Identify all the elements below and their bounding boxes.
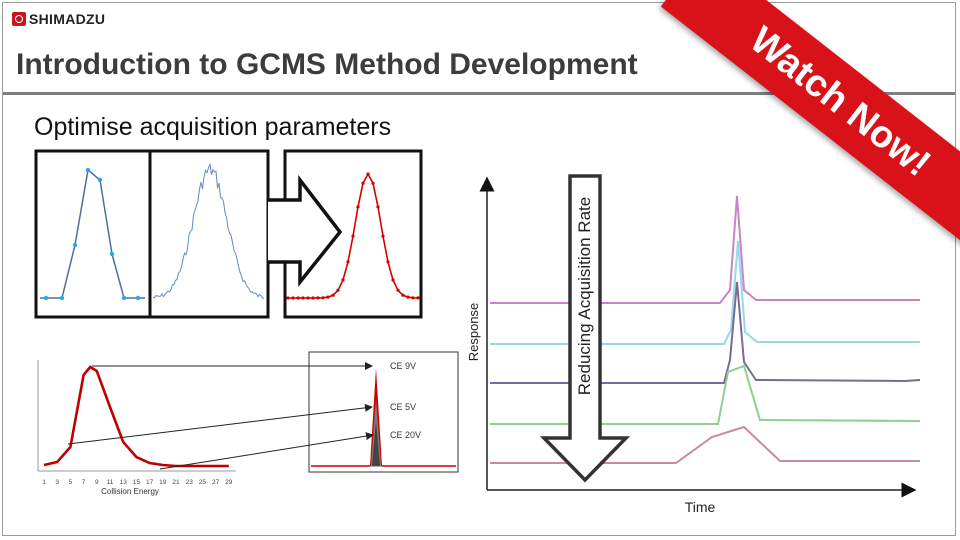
trace-rate-3 [490, 281, 921, 384]
optimal-rate-point [346, 260, 350, 264]
page-title: Introduction to GCMS Method Development [16, 48, 638, 81]
ce-tick-label: 23 [186, 479, 194, 486]
trace-rate-2 [490, 240, 920, 345]
response-label: Response [466, 303, 481, 362]
ce-tick-label: 15 [133, 479, 141, 486]
shimadzu-logo: SHIMADZU [12, 11, 105, 27]
optimal-rate-point [416, 296, 420, 300]
ce-label-20v: CE 20V [390, 430, 421, 440]
optimal-rate-point [396, 288, 400, 292]
optimal-rate-point [381, 234, 385, 238]
trace-rate-1 [490, 195, 920, 304]
optimal-rate-point [411, 296, 415, 300]
optimal-rate-point [286, 296, 290, 300]
optimal-rate-point [291, 296, 295, 300]
ce-tick-label: 17 [146, 479, 154, 486]
acquisition-panels [34, 149, 423, 319]
section-subtitle: Optimise acquisition parameters [34, 113, 392, 141]
optimal-rate-point [351, 234, 355, 238]
low-rate-points [43, 167, 141, 301]
title-divider [3, 92, 955, 95]
trace-rate-5 [490, 425, 920, 464]
time-label: Time [685, 499, 716, 515]
ce-tick-label: 5 [69, 479, 73, 486]
acquisition-rate-chart: Response Time Reducing Acquisition Rate [466, 174, 921, 515]
arrow-to-20v [159, 432, 374, 470]
optimal-rate-point [326, 295, 330, 299]
optimal-rate-point [391, 278, 395, 282]
optimal-rate-point [321, 296, 325, 300]
optimal-rate-point [301, 296, 305, 300]
low-rate-panel [34, 149, 152, 319]
ce-tick-label: 11 [107, 479, 114, 486]
inset-peak-20v [372, 420, 380, 466]
optimal-rate-point [331, 293, 335, 297]
optimal-rate-point [306, 296, 310, 300]
ce-tick-label: 7 [82, 479, 86, 486]
ce-tick-label: 29 [225, 479, 233, 486]
optimal-rate-point [406, 295, 410, 299]
optimal-rate-point [371, 181, 375, 185]
ce-response-curve [43, 365, 229, 468]
optimal-rate-point [366, 172, 370, 176]
ce-tick-label: 13 [120, 479, 128, 486]
ce-tick-label: 3 [55, 479, 59, 486]
high-rate-noisy-peak [152, 162, 265, 300]
ce-tick-label: 27 [212, 479, 220, 486]
ce-tick-label: 1 [42, 479, 46, 486]
optimal-rate-point [341, 278, 345, 282]
ce-label-5v: CE 5V [390, 402, 416, 412]
ce-label-9v: CE 9V [390, 361, 416, 371]
ce-x-label: Collision Energy [101, 487, 159, 496]
optimal-rate-point [386, 260, 390, 264]
optimal-rate-point [401, 293, 405, 297]
ce-tick-label: 25 [199, 479, 207, 486]
down-arrow-icon [539, 174, 631, 483]
brand-name: SHIMADZU [29, 11, 106, 27]
optimal-rate-points [286, 172, 420, 300]
optimal-rate-point [296, 296, 300, 300]
arrow-label: Reducing Acquisition Rate [575, 197, 594, 395]
ce-tick-label: 21 [172, 479, 180, 486]
optimal-rate-point [356, 205, 360, 209]
ce-tick-labels: 1 3 5 7 9 11 13 15 17 19 21 23 25 27 29 [42, 479, 233, 486]
optimal-rate-point [316, 296, 320, 300]
ce-tick-label: 9 [95, 479, 99, 486]
right-arrow-icon [268, 174, 343, 287]
shimadzu-logo-icon [12, 12, 26, 26]
optimal-rate-point [361, 181, 365, 185]
low-rate-peak [40, 168, 145, 299]
collision-energy-chart: 1 3 5 7 9 11 13 15 17 19 21 23 25 27 29 Collision Ener… [37, 351, 459, 496]
trace-rate-4 [490, 364, 921, 425]
arrow-to-5v [67, 403, 373, 445]
optimal-rate-point [311, 296, 315, 300]
optimal-rate-point [336, 288, 340, 292]
ce-tick-label: 19 [159, 479, 167, 486]
optimal-rate-point [376, 205, 380, 209]
